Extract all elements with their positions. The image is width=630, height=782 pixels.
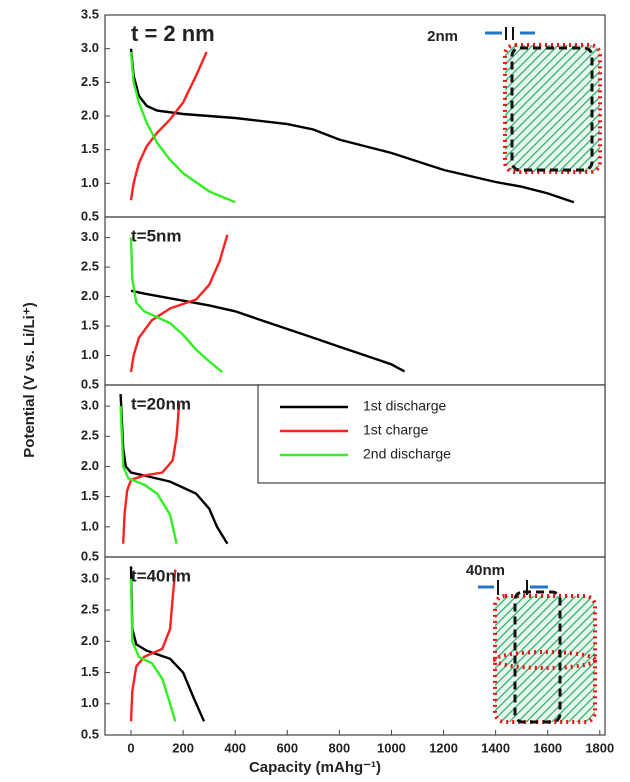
y-tick-label: 2.0 [81, 107, 99, 122]
y-tick-label: 0.5 [81, 726, 99, 741]
schematic-40nm [478, 580, 597, 724]
y-tick-label: 3.0 [81, 40, 99, 55]
y-tick-label: 3.5 [81, 6, 99, 21]
curve [122, 403, 181, 544]
annotation: 40nm [466, 562, 505, 579]
y-tick-label: 1.5 [81, 141, 99, 156]
y-tick-label: 2.0 [81, 633, 99, 648]
annotation: 2nm [427, 28, 458, 45]
y-tick-label: 1.5 [81, 488, 99, 503]
x-tick-label: 1800 [585, 740, 614, 755]
legend-label: 1st charge [363, 422, 429, 438]
y-axis-label: Potential (V vs. Li/Li⁺) [21, 302, 38, 457]
y-tick-label: 2.0 [81, 458, 99, 473]
x-tick-label: 200 [172, 740, 194, 755]
x-tick-label: 1000 [377, 740, 406, 755]
curve [119, 394, 229, 545]
y-tick-label: 1.0 [81, 518, 99, 533]
plot-frame [104, 556, 606, 736]
legend-label: 1st discharge [363, 398, 446, 414]
curve [129, 48, 575, 204]
y-tick-label: 1.5 [81, 664, 99, 679]
schematic-2nm [485, 27, 602, 174]
curve [129, 51, 208, 201]
curve [129, 237, 223, 373]
panel-title: t=40nm [131, 566, 191, 585]
x-tick-label: 1600 [533, 740, 562, 755]
curve [129, 578, 177, 722]
y-tick-label: 2.5 [81, 428, 99, 443]
y-tick-label: 1.0 [81, 347, 99, 362]
legend-label: 2nd discharge [363, 446, 451, 462]
y-tick-label: 2.0 [81, 288, 99, 303]
curve [130, 289, 406, 373]
x-axis-label: Capacity (mAhg⁻¹) [249, 759, 381, 776]
y-tick-label: 0.5 [81, 208, 99, 223]
legend-box [257, 384, 606, 484]
curve [129, 569, 177, 722]
panel-title: t=20nm [131, 394, 191, 413]
curve [129, 234, 229, 373]
x-tick-label: 1200 [429, 740, 458, 755]
x-tick-label: 800 [329, 740, 351, 755]
curve [129, 51, 236, 204]
curve [119, 406, 178, 544]
y-tick-label: 0.5 [81, 376, 99, 391]
y-tick-label: 2.5 [81, 602, 99, 617]
panel-title: t = 2 nm [131, 21, 215, 46]
y-tick-label: 3.0 [81, 570, 99, 585]
y-tick-label: 2.5 [81, 259, 99, 274]
y-tick-label: 3.0 [81, 229, 99, 244]
y-tick-label: 2.5 [81, 74, 99, 89]
x-tick-label: 600 [276, 740, 298, 755]
y-tick-label: 1.5 [81, 317, 99, 332]
y-tick-label: 0.5 [81, 548, 99, 563]
y-tick-label: 1.0 [81, 695, 99, 710]
x-tick-label: 0 [127, 740, 134, 755]
x-tick-label: 400 [224, 740, 246, 755]
x-tick-label: 1400 [481, 740, 510, 755]
panel-title: t=5nm [131, 226, 182, 245]
y-tick-label: 1.0 [81, 175, 99, 190]
y-tick-label: 3.0 [81, 398, 99, 413]
